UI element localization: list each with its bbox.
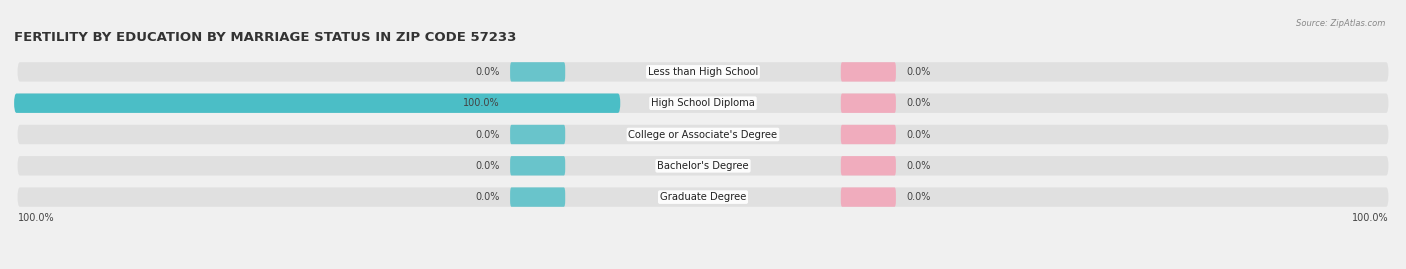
Text: 0.0%: 0.0%: [475, 129, 499, 140]
Text: 0.0%: 0.0%: [907, 129, 931, 140]
Text: 0.0%: 0.0%: [475, 161, 499, 171]
FancyBboxPatch shape: [841, 156, 896, 175]
FancyBboxPatch shape: [841, 94, 896, 113]
Text: 0.0%: 0.0%: [907, 161, 931, 171]
Text: 0.0%: 0.0%: [475, 67, 499, 77]
Text: Bachelor's Degree: Bachelor's Degree: [657, 161, 749, 171]
Text: 100.0%: 100.0%: [1353, 213, 1389, 223]
Text: 0.0%: 0.0%: [907, 98, 931, 108]
Text: 100.0%: 100.0%: [463, 98, 499, 108]
FancyBboxPatch shape: [510, 187, 565, 207]
Text: FERTILITY BY EDUCATION BY MARRIAGE STATUS IN ZIP CODE 57233: FERTILITY BY EDUCATION BY MARRIAGE STATU…: [14, 31, 516, 44]
Text: Graduate Degree: Graduate Degree: [659, 192, 747, 202]
Text: 0.0%: 0.0%: [475, 192, 499, 202]
Text: High School Diploma: High School Diploma: [651, 98, 755, 108]
FancyBboxPatch shape: [17, 62, 1389, 82]
FancyBboxPatch shape: [17, 187, 1389, 207]
Text: 100.0%: 100.0%: [17, 213, 53, 223]
FancyBboxPatch shape: [17, 94, 1389, 113]
FancyBboxPatch shape: [841, 187, 896, 207]
FancyBboxPatch shape: [17, 156, 1389, 175]
FancyBboxPatch shape: [14, 94, 620, 113]
FancyBboxPatch shape: [841, 62, 896, 82]
FancyBboxPatch shape: [510, 62, 565, 82]
FancyBboxPatch shape: [510, 125, 565, 144]
Text: 0.0%: 0.0%: [907, 67, 931, 77]
FancyBboxPatch shape: [510, 156, 565, 175]
FancyBboxPatch shape: [841, 125, 896, 144]
Text: 0.0%: 0.0%: [907, 192, 931, 202]
Text: Source: ZipAtlas.com: Source: ZipAtlas.com: [1295, 19, 1385, 28]
Text: Less than High School: Less than High School: [648, 67, 758, 77]
FancyBboxPatch shape: [17, 125, 1389, 144]
Text: College or Associate's Degree: College or Associate's Degree: [628, 129, 778, 140]
